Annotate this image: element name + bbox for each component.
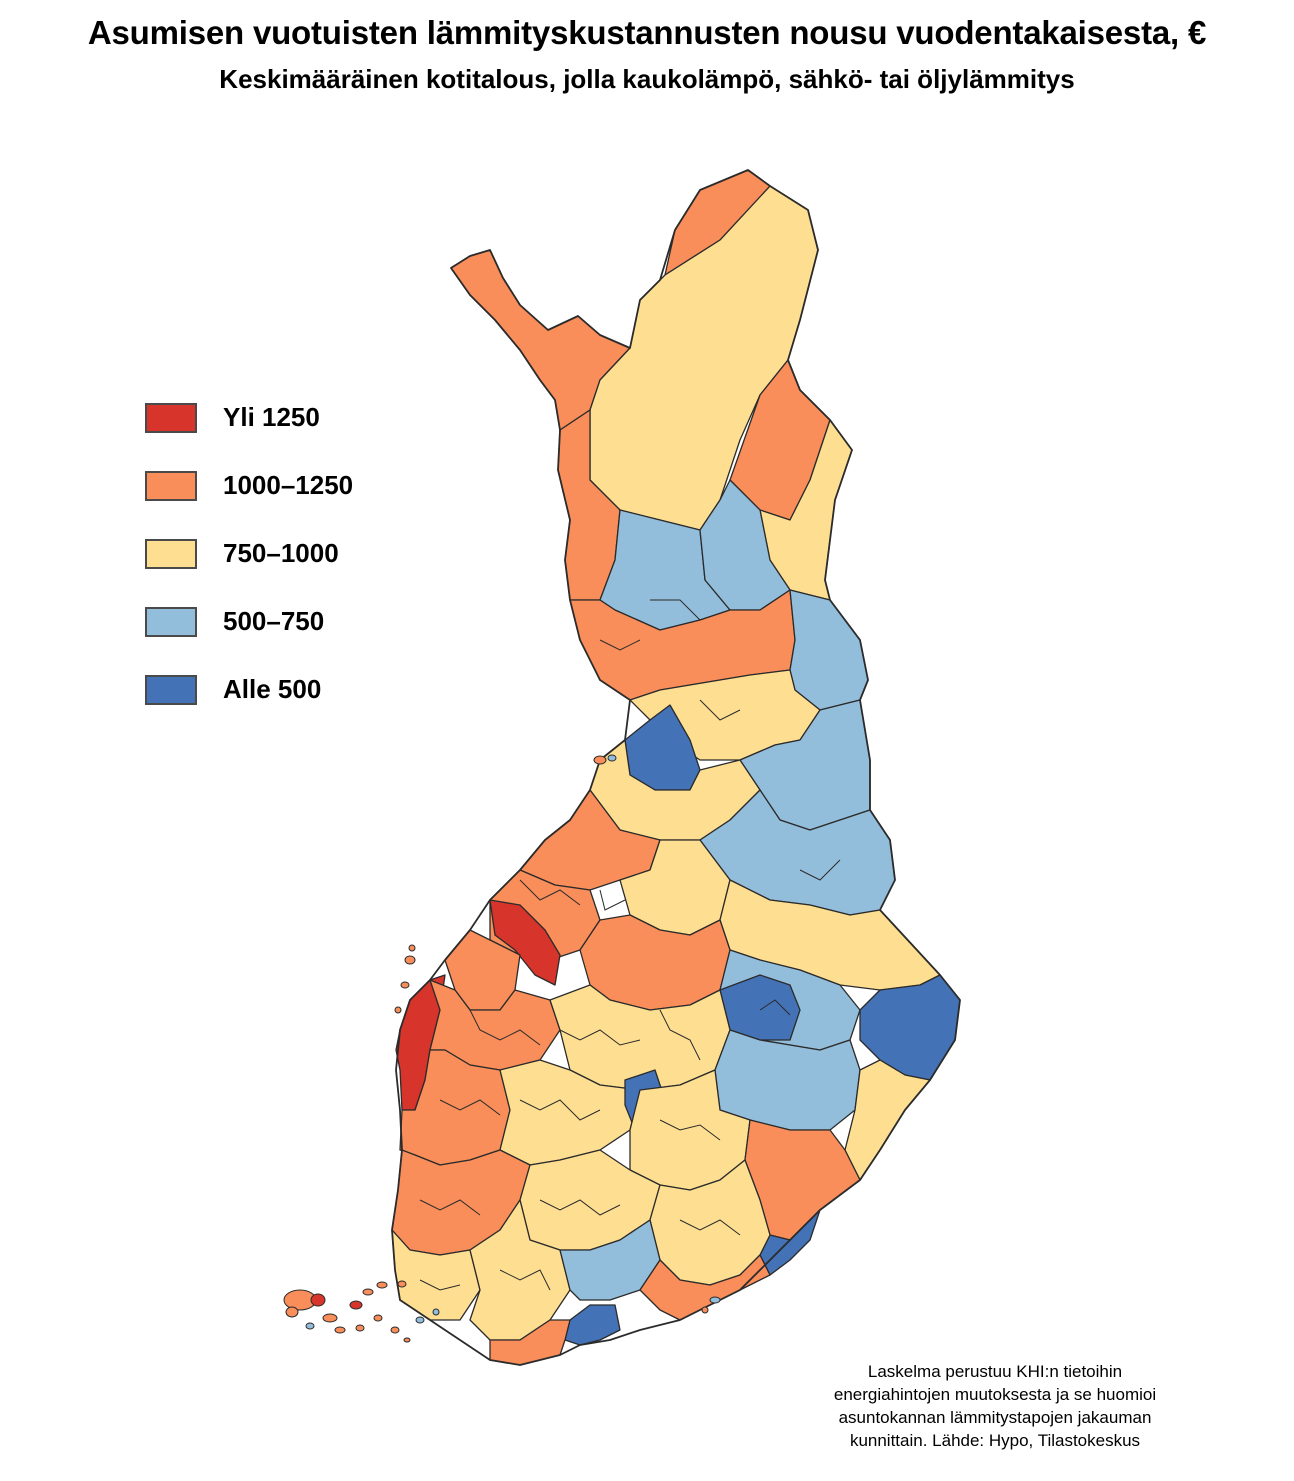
source-note-line: Laskelma perustuu KHI:n tietoihin <box>867 1362 1123 1381</box>
legend-swatch-1000-1250 <box>145 471 197 501</box>
island <box>362 1288 374 1296</box>
municipality-region <box>564 1304 621 1346</box>
source-note-line: energiahintojen muutoksesta ja se huomio… <box>833 1385 1157 1404</box>
island <box>355 1324 365 1332</box>
source-note-line: kunnittain. Lähde: Hypo, Tilastokeskus <box>849 1431 1141 1450</box>
island <box>607 754 617 762</box>
island <box>397 1280 407 1288</box>
municipality-border <box>419 1279 461 1291</box>
legend-swatch-yli-1250 <box>145 403 197 433</box>
municipality-border <box>599 889 626 911</box>
island <box>322 1313 338 1323</box>
municipality-border <box>469 1009 541 1046</box>
legend-swatch-500-750 <box>145 607 197 637</box>
municipality-region <box>469 1199 571 1341</box>
island <box>285 1306 299 1318</box>
municipality-border <box>519 879 581 906</box>
map-subtitle: Keskimääräinen kotitalous, jolla kaukolä… <box>219 64 1075 94</box>
municipality-border <box>499 1269 551 1291</box>
island <box>310 1293 326 1307</box>
municipality-border <box>419 1199 481 1216</box>
municipality-border <box>699 699 741 721</box>
legend-swatch-alle-500 <box>145 675 197 705</box>
municipality-border <box>799 859 841 881</box>
source-note-line: asuntokannan lämmitystapojen jakauman <box>838 1408 1152 1427</box>
municipality-border <box>539 1199 621 1216</box>
map-title: Asumisen vuotuisten lämmityskustannusten… <box>87 14 1207 51</box>
island <box>305 1322 315 1330</box>
island <box>390 1326 400 1334</box>
municipality-border <box>650 599 701 621</box>
source-note: Laskelma perustuu KHI:n tietoihin energi… <box>800 1360 1190 1452</box>
legend-label-750-1000: 750–1000 <box>223 538 339 568</box>
island <box>709 1296 721 1304</box>
island <box>403 1337 411 1343</box>
legend-label-alle-500: Alle 500 <box>223 674 322 704</box>
municipality-region <box>499 1059 641 1166</box>
municipality-border <box>759 999 791 1016</box>
island <box>404 955 416 965</box>
legend-label-yli-1250: Yli 1250 <box>223 402 320 432</box>
municipality-border <box>439 1099 501 1116</box>
legend-label-500-750: 500–750 <box>223 606 325 636</box>
island <box>394 1006 402 1014</box>
municipality-region <box>639 1254 771 1321</box>
island <box>373 1314 383 1322</box>
island <box>400 981 410 989</box>
island <box>408 944 416 952</box>
island <box>593 755 607 765</box>
country-outline <box>391 169 961 1366</box>
island <box>349 1300 363 1310</box>
municipality-region <box>789 589 869 711</box>
municipality-border <box>679 1219 741 1236</box>
municipality-border <box>599 639 641 651</box>
island <box>432 1308 440 1316</box>
legend-swatch-750-1000 <box>145 539 197 569</box>
municipality-region <box>699 479 791 611</box>
island <box>334 1326 346 1334</box>
municipality-border <box>659 1009 701 1061</box>
island <box>415 1316 425 1324</box>
island <box>701 1306 709 1314</box>
municipality-border <box>559 1029 641 1046</box>
municipality-border <box>659 1119 721 1141</box>
municipality-border <box>519 1099 601 1121</box>
municipality-region <box>489 899 561 986</box>
island <box>376 1281 388 1289</box>
legend-label-1000-1250: 1000–1250 <box>223 470 354 500</box>
